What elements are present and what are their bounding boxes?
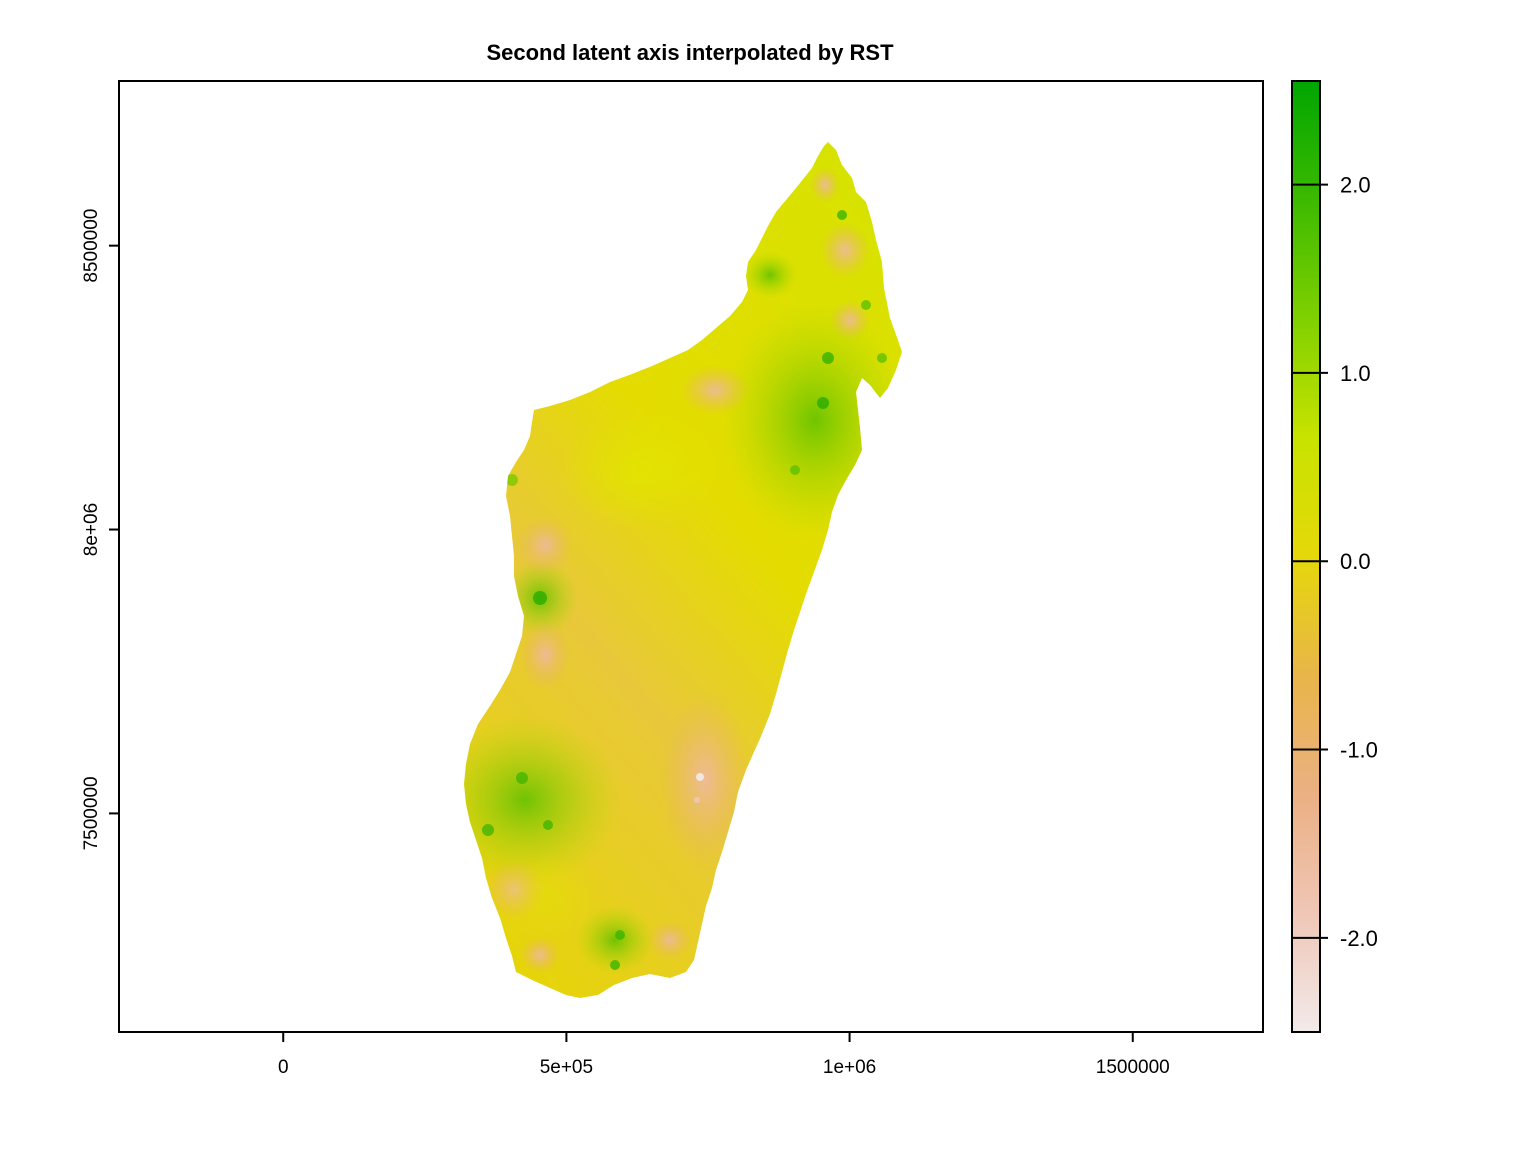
- raster-pale-dot: [694, 797, 700, 803]
- raster-pink-zone-se: [660, 690, 750, 870]
- raster-pink-zone-s2: [520, 937, 560, 973]
- colorbar-frame: [1291, 80, 1321, 1033]
- y-axis: 7500000 8e+06 8500000: [81, 209, 119, 850]
- colorbar-tick-label: 2.0: [1340, 173, 1371, 198]
- raster-yellow-zone-sw: [490, 850, 600, 940]
- colorbar-tick-label: -1.0: [1340, 738, 1378, 763]
- raster-green-zone-sw: [464, 715, 620, 885]
- raster-pink-zone-n2: [830, 300, 870, 340]
- colorbar: 2.0 1.0 0.0 -1.0 -2.0: [1291, 80, 1378, 1033]
- y-tick-label: 8e+06: [81, 503, 102, 556]
- colorbar-fill: [1292, 81, 1320, 1032]
- x-axis: 0 5e+05 1e+06 1500000: [278, 1032, 1170, 1078]
- raster-green-dot: [543, 820, 553, 830]
- colorbar-ticks: 2.0 1.0 0.0 -1.0 -2.0: [1292, 173, 1378, 951]
- y-tick-label: 7500000: [81, 776, 102, 850]
- raster-pink-zone-n: [820, 222, 870, 278]
- raster-green-dot: [533, 591, 547, 605]
- raster-pink-zone-w: [517, 515, 573, 575]
- raster-pink-zone-nw: [680, 365, 750, 415]
- raster-green-dot: [482, 824, 494, 836]
- chart-title: Second latent axis interpolated by RST: [486, 40, 894, 65]
- x-tick-label: 0: [278, 1057, 289, 1078]
- raster-green-zone-ne: [720, 300, 902, 540]
- colorbar-tick-label: -2.0: [1340, 926, 1378, 951]
- raster-green-dot: [861, 300, 871, 310]
- x-tick-label: 1500000: [1096, 1057, 1170, 1078]
- raster-green-dot: [822, 352, 834, 364]
- y-tick-label: 8500000: [81, 209, 102, 283]
- plot-frame: [118, 80, 1264, 1033]
- raster-green-dot: [877, 353, 887, 363]
- raster-green-dot: [817, 397, 829, 409]
- raster-layer: [464, 142, 902, 998]
- raster-green-dot: [516, 772, 528, 784]
- colorbar-tick-label: 1.0: [1340, 361, 1371, 386]
- raster-green-zone-s: [575, 905, 655, 975]
- raster-green-dot: [615, 930, 625, 940]
- raster-green-dot: [790, 465, 800, 475]
- raster-pink-zone-tip: [810, 167, 840, 203]
- raster-green-dot: [610, 960, 620, 970]
- x-tick-label: 1e+06: [823, 1057, 876, 1078]
- raster-green-dot: [506, 474, 518, 486]
- raster-yellow-zone-c: [560, 410, 720, 530]
- raster-pink-zone-s: [648, 920, 692, 960]
- raster-pale-dot: [696, 773, 704, 781]
- raster-pink-zone-w2: [520, 620, 570, 690]
- colorbar-tick-label: 0.0: [1340, 549, 1371, 574]
- raster-green-dot: [837, 210, 847, 220]
- raster-green-zone-n: [742, 251, 798, 299]
- x-tick-label: 5e+05: [540, 1057, 593, 1078]
